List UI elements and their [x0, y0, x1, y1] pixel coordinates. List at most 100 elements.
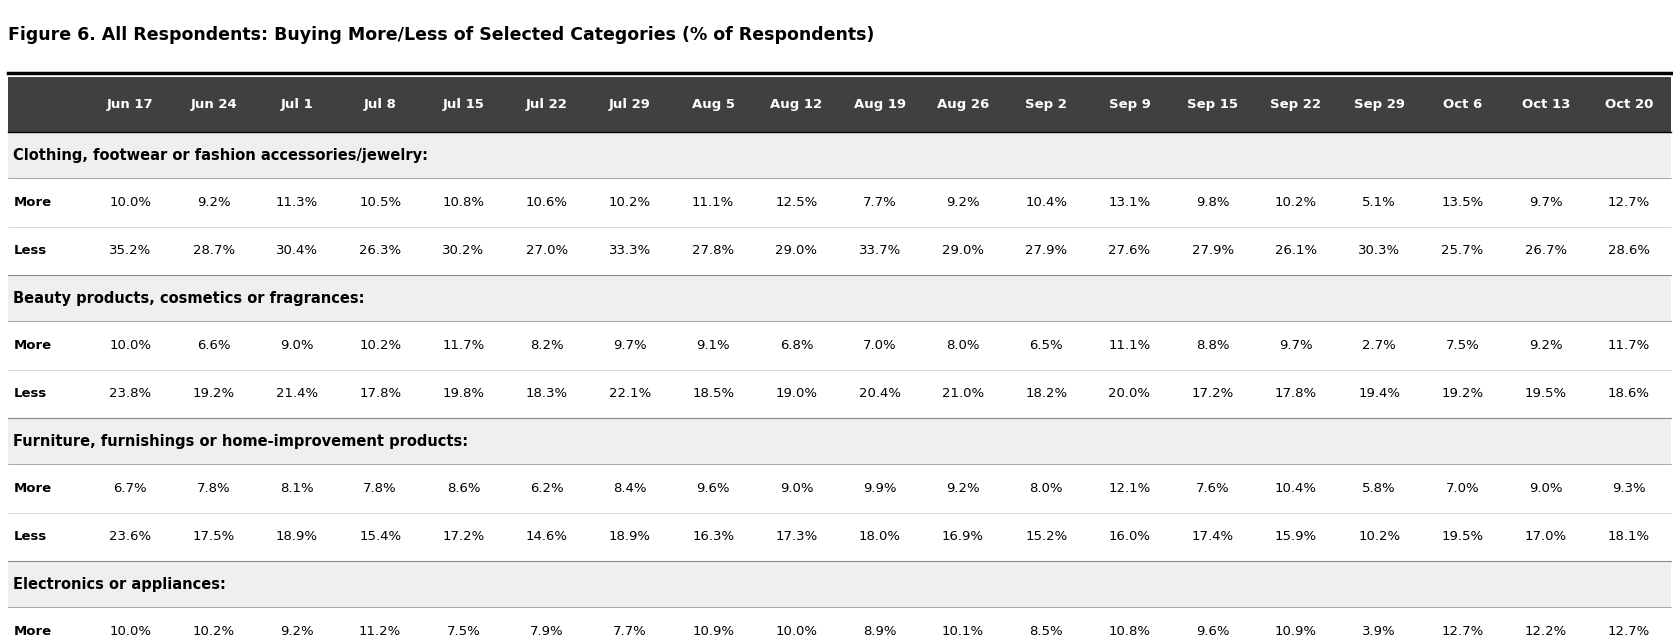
Text: 26.3%: 26.3% — [358, 244, 402, 258]
Bar — [8, 418, 1670, 464]
Text: Jun 17: Jun 17 — [107, 98, 154, 111]
Text: Sep 15: Sep 15 — [1186, 98, 1238, 111]
Text: 27.0%: 27.0% — [525, 244, 567, 258]
Text: 3.9%: 3.9% — [1362, 625, 1395, 638]
Text: 10.8%: 10.8% — [442, 196, 483, 209]
Text: Sep 29: Sep 29 — [1353, 98, 1404, 111]
Text: 10.0%: 10.0% — [109, 625, 151, 638]
Text: 10.2%: 10.2% — [1275, 196, 1317, 209]
Text: 9.2%: 9.2% — [279, 625, 313, 638]
Text: 9.2%: 9.2% — [197, 196, 231, 209]
Text: 10.2%: 10.2% — [609, 196, 651, 209]
Text: 10.0%: 10.0% — [109, 196, 151, 209]
Text: 11.3%: 11.3% — [276, 196, 318, 209]
Text: 29.0%: 29.0% — [775, 244, 816, 258]
Text: 22.1%: 22.1% — [609, 387, 651, 401]
Text: 10.2%: 10.2% — [1357, 530, 1400, 544]
Text: 30.4%: 30.4% — [276, 244, 318, 258]
Text: 8.8%: 8.8% — [1195, 339, 1228, 352]
Text: 30.3%: 30.3% — [1357, 244, 1400, 258]
Text: Oct 13: Oct 13 — [1521, 98, 1569, 111]
Text: 13.5%: 13.5% — [1440, 196, 1482, 209]
Text: 15.4%: 15.4% — [358, 530, 402, 544]
Text: 6.6%: 6.6% — [197, 339, 231, 352]
Text: 10.8%: 10.8% — [1108, 625, 1149, 638]
Text: Aug 5: Aug 5 — [691, 98, 734, 111]
Text: 7.7%: 7.7% — [862, 196, 897, 209]
Text: Less: Less — [13, 244, 47, 258]
Text: 14.6%: 14.6% — [525, 530, 567, 544]
Text: Aug 19: Aug 19 — [853, 98, 905, 111]
Text: Figure 6. All Respondents: Buying More/Less of Selected Categories (% of Respond: Figure 6. All Respondents: Buying More/L… — [8, 26, 875, 44]
Text: 9.9%: 9.9% — [862, 482, 897, 495]
Bar — [8, 275, 1670, 321]
Text: 25.7%: 25.7% — [1440, 244, 1482, 258]
Text: 26.1%: 26.1% — [1275, 244, 1317, 258]
Text: 35.2%: 35.2% — [109, 244, 151, 258]
Text: Furniture, furnishings or home-improvement products:: Furniture, furnishings or home-improveme… — [13, 433, 468, 449]
Text: 19.8%: 19.8% — [442, 387, 483, 401]
Text: 5.1%: 5.1% — [1362, 196, 1395, 209]
Text: 6.7%: 6.7% — [114, 482, 147, 495]
Text: 9.6%: 9.6% — [696, 482, 729, 495]
Text: 9.6%: 9.6% — [1195, 625, 1228, 638]
Text: Clothing, footwear or fashion accessories/jewelry:: Clothing, footwear or fashion accessorie… — [13, 147, 428, 163]
Text: 9.2%: 9.2% — [945, 482, 979, 495]
Text: 9.0%: 9.0% — [780, 482, 813, 495]
Text: More: More — [13, 625, 52, 638]
Text: 17.8%: 17.8% — [358, 387, 402, 401]
Bar — [8, 77, 1670, 132]
Text: 17.2%: 17.2% — [442, 530, 483, 544]
Text: 33.3%: 33.3% — [609, 244, 651, 258]
Text: 5.8%: 5.8% — [1362, 482, 1395, 495]
Text: 8.9%: 8.9% — [862, 625, 897, 638]
Text: 2.7%: 2.7% — [1362, 339, 1395, 352]
Text: 19.5%: 19.5% — [1524, 387, 1566, 401]
Text: 19.5%: 19.5% — [1440, 530, 1482, 544]
Text: Jul 1: Jul 1 — [281, 98, 313, 111]
Text: 8.0%: 8.0% — [945, 339, 979, 352]
Text: 17.2%: 17.2% — [1191, 387, 1233, 401]
Text: 18.1%: 18.1% — [1608, 530, 1650, 544]
Text: Jun 24: Jun 24 — [191, 98, 238, 111]
Text: 18.0%: 18.0% — [858, 530, 900, 544]
Text: Aug 12: Aug 12 — [770, 98, 821, 111]
Text: 27.6%: 27.6% — [1108, 244, 1149, 258]
Text: 20.0%: 20.0% — [1108, 387, 1149, 401]
Text: Less: Less — [13, 530, 47, 544]
Text: 18.6%: 18.6% — [1608, 387, 1650, 401]
Text: 7.7%: 7.7% — [612, 625, 646, 638]
Text: 16.9%: 16.9% — [942, 530, 984, 544]
Text: 30.2%: 30.2% — [442, 244, 483, 258]
Text: 19.0%: 19.0% — [775, 387, 816, 401]
Text: 17.4%: 17.4% — [1191, 530, 1233, 544]
Text: 11.2%: 11.2% — [358, 625, 402, 638]
Text: 6.5%: 6.5% — [1029, 339, 1062, 352]
Text: Sep 9: Sep 9 — [1108, 98, 1149, 111]
Text: 6.8%: 6.8% — [780, 339, 813, 352]
Text: 12.7%: 12.7% — [1440, 625, 1482, 638]
Text: Sep 22: Sep 22 — [1270, 98, 1320, 111]
Text: 7.8%: 7.8% — [363, 482, 397, 495]
Text: Less: Less — [13, 387, 47, 401]
Text: 11.7%: 11.7% — [442, 339, 483, 352]
Text: 17.0%: 17.0% — [1524, 530, 1566, 544]
Text: Beauty products, cosmetics or fragrances:: Beauty products, cosmetics or fragrances… — [13, 290, 365, 306]
Text: 17.3%: 17.3% — [775, 530, 816, 544]
Text: 18.9%: 18.9% — [276, 530, 318, 544]
Text: 12.7%: 12.7% — [1608, 196, 1650, 209]
Text: 11.1%: 11.1% — [691, 196, 734, 209]
Text: 8.2%: 8.2% — [530, 339, 564, 352]
Text: 23.8%: 23.8% — [109, 387, 151, 401]
Text: Jul 8: Jul 8 — [363, 98, 397, 111]
Text: 9.7%: 9.7% — [1278, 339, 1312, 352]
Text: 9.7%: 9.7% — [1527, 196, 1561, 209]
Text: 19.2%: 19.2% — [1440, 387, 1482, 401]
Text: 18.5%: 18.5% — [691, 387, 734, 401]
Text: 7.6%: 7.6% — [1195, 482, 1228, 495]
Text: 10.4%: 10.4% — [1275, 482, 1317, 495]
Text: 27.8%: 27.8% — [691, 244, 734, 258]
Text: 10.6%: 10.6% — [525, 196, 567, 209]
Text: 9.8%: 9.8% — [1195, 196, 1228, 209]
Text: 17.5%: 17.5% — [192, 530, 234, 544]
